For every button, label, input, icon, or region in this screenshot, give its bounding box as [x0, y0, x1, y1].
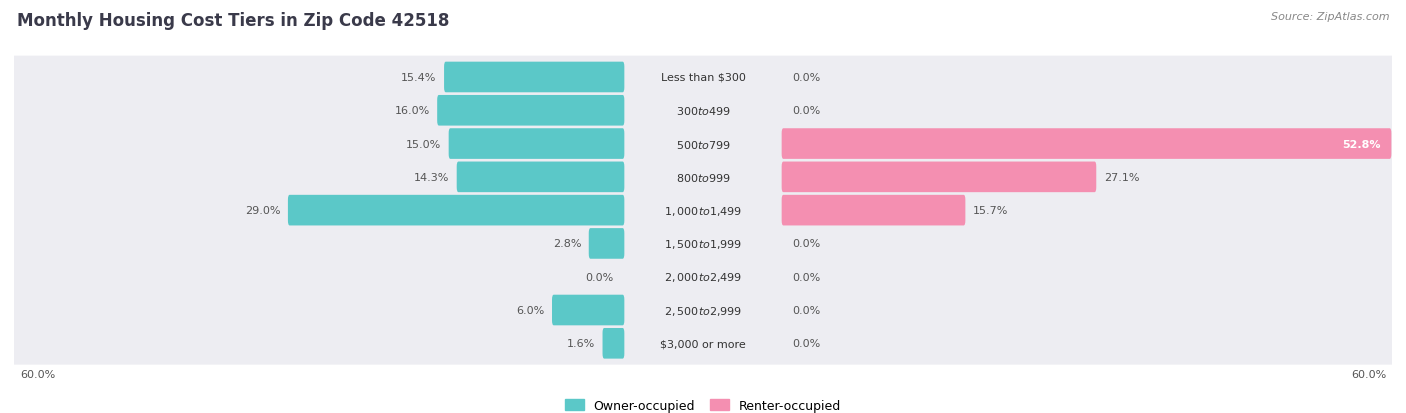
Text: 29.0%: 29.0% — [245, 206, 280, 216]
Text: 6.0%: 6.0% — [516, 305, 544, 315]
Text: $800 to $999: $800 to $999 — [675, 171, 731, 183]
Text: 14.3%: 14.3% — [413, 173, 450, 183]
Text: 0.0%: 0.0% — [793, 239, 821, 249]
Text: 60.0%: 60.0% — [20, 369, 55, 380]
Text: 27.1%: 27.1% — [1104, 173, 1139, 183]
Text: 15.7%: 15.7% — [973, 206, 1008, 216]
FancyBboxPatch shape — [288, 195, 624, 226]
Text: 1.6%: 1.6% — [567, 339, 595, 349]
FancyBboxPatch shape — [553, 295, 624, 325]
FancyBboxPatch shape — [11, 289, 1395, 332]
FancyBboxPatch shape — [11, 90, 1395, 132]
FancyBboxPatch shape — [449, 129, 624, 159]
Text: Less than $300: Less than $300 — [661, 73, 745, 83]
Legend: Owner-occupied, Renter-occupied: Owner-occupied, Renter-occupied — [560, 394, 846, 413]
FancyBboxPatch shape — [11, 156, 1395, 199]
Text: 0.0%: 0.0% — [793, 272, 821, 282]
Text: $300 to $499: $300 to $499 — [675, 105, 731, 117]
Text: $500 to $799: $500 to $799 — [675, 138, 731, 150]
FancyBboxPatch shape — [11, 57, 1395, 99]
Text: 0.0%: 0.0% — [585, 272, 613, 282]
FancyBboxPatch shape — [11, 256, 1395, 298]
FancyBboxPatch shape — [782, 195, 966, 226]
FancyBboxPatch shape — [11, 123, 1395, 166]
Text: $3,000 or more: $3,000 or more — [661, 339, 745, 349]
Text: 2.8%: 2.8% — [553, 239, 581, 249]
FancyBboxPatch shape — [457, 162, 624, 193]
FancyBboxPatch shape — [603, 328, 624, 359]
Text: $1,500 to $1,999: $1,500 to $1,999 — [664, 237, 742, 250]
FancyBboxPatch shape — [782, 129, 1392, 159]
Text: 15.0%: 15.0% — [406, 139, 441, 149]
Text: 0.0%: 0.0% — [793, 339, 821, 349]
FancyBboxPatch shape — [782, 162, 1097, 193]
Text: Source: ZipAtlas.com: Source: ZipAtlas.com — [1271, 12, 1389, 22]
Text: 52.8%: 52.8% — [1341, 139, 1381, 149]
FancyBboxPatch shape — [444, 62, 624, 93]
Text: $2,500 to $2,999: $2,500 to $2,999 — [664, 304, 742, 317]
Text: $2,000 to $2,499: $2,000 to $2,499 — [664, 271, 742, 284]
Text: 15.4%: 15.4% — [401, 73, 437, 83]
Text: 0.0%: 0.0% — [793, 73, 821, 83]
Text: 0.0%: 0.0% — [793, 305, 821, 315]
FancyBboxPatch shape — [11, 223, 1395, 265]
FancyBboxPatch shape — [437, 96, 624, 126]
FancyBboxPatch shape — [11, 322, 1395, 365]
FancyBboxPatch shape — [11, 189, 1395, 232]
Text: 16.0%: 16.0% — [395, 106, 430, 116]
Text: Monthly Housing Cost Tiers in Zip Code 42518: Monthly Housing Cost Tiers in Zip Code 4… — [17, 12, 450, 30]
Text: 0.0%: 0.0% — [793, 106, 821, 116]
Text: $1,000 to $1,499: $1,000 to $1,499 — [664, 204, 742, 217]
Text: 60.0%: 60.0% — [1351, 369, 1386, 380]
FancyBboxPatch shape — [589, 228, 624, 259]
